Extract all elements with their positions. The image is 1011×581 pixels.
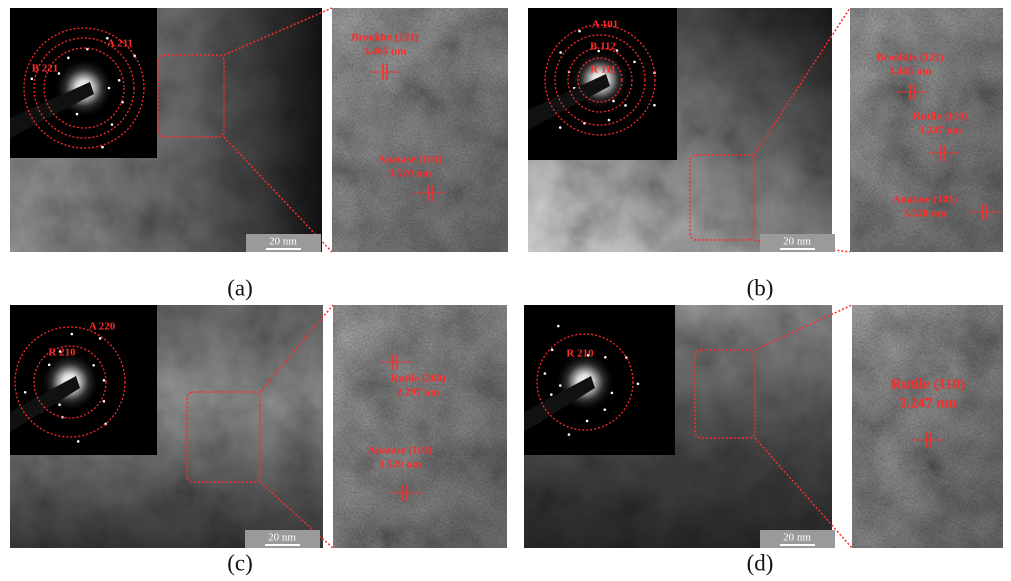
figure: A 211 B 221 Brookite (121) 3.465 nm Anatase …	[0, 0, 1011, 581]
ring-label: B 221	[32, 63, 59, 75]
panel-caption: (c)	[227, 550, 253, 575]
saed-spot	[611, 392, 614, 395]
saed-spot	[101, 146, 104, 149]
panel-caption: (d)	[747, 550, 774, 575]
saed-spot	[103, 379, 106, 382]
saed-spot	[77, 440, 80, 443]
saed-spot	[637, 382, 640, 385]
scale-bar-label: 20 nm	[269, 236, 297, 248]
saed-spot	[103, 400, 106, 403]
ring-label: R 210	[566, 348, 594, 360]
saed-spot	[108, 87, 111, 90]
ring-label: R 111	[590, 64, 616, 76]
saed-spot	[76, 113, 79, 116]
panel-caption: (a)	[227, 275, 253, 300]
saed-spot	[31, 77, 34, 80]
saed-spot	[550, 393, 553, 396]
ring-label: A 220	[89, 321, 116, 333]
ring-label: R 210	[48, 347, 76, 359]
saed-spot	[7, 373, 10, 376]
saed-spot	[99, 337, 102, 340]
d-spacing: 2.297 nm	[397, 387, 440, 399]
hrtem-fine	[852, 305, 1003, 548]
d-spacing: 3.520 nm	[389, 168, 432, 180]
saed-spot	[111, 123, 114, 126]
phase-label: Brookite (121)	[876, 52, 944, 64]
saed-spot	[624, 104, 627, 107]
saed-spot	[633, 61, 636, 64]
scale-bar-label: 20 nm	[268, 532, 296, 544]
saed-spot	[559, 126, 562, 129]
saed-spot	[559, 384, 562, 387]
ring-label: A 211	[107, 38, 133, 50]
saed-spot	[58, 403, 61, 406]
panel: R 210 Rutile (110) 3.247 nm 20 nm (d)	[524, 305, 1003, 575]
phase-label: Rutile (110)	[891, 376, 966, 392]
saed-spot	[559, 51, 562, 54]
saed-spot	[653, 104, 656, 107]
panel: A 220 R 210 Rutile (200) 2.297 nm Anatase (1…	[7, 305, 507, 575]
hrtem-fine	[332, 8, 508, 252]
saed-spot	[71, 333, 74, 336]
saed-spot	[603, 408, 606, 411]
d-spacing: 3.465 nm	[364, 46, 407, 58]
d-spacing: 3.520 nm	[904, 208, 947, 220]
saed-spot	[612, 100, 615, 103]
saed-spot	[604, 356, 607, 359]
panel-caption: (b)	[747, 275, 774, 300]
panel: A 211 B 221 Brookite (121) 3.465 nm Anatase …	[10, 8, 508, 300]
phase-label: Rutile (110)	[913, 111, 968, 123]
saed-spot	[48, 363, 51, 366]
ring-label: A 101	[592, 19, 619, 31]
phase-label: Brookite (121)	[351, 32, 419, 44]
d-spacing: 3.465 nm	[889, 66, 932, 78]
saed-spot	[92, 364, 95, 367]
panel: A 101 B 112 R 111 Brookite (121) 3.465 nm Rut…	[528, 8, 1003, 300]
d-spacing: 3.247 nm	[899, 395, 958, 411]
saed-spot	[557, 325, 560, 328]
phase-label: Anatase (101)	[368, 445, 433, 457]
d-spacing: 3.247 nm	[919, 125, 962, 137]
saed-spot	[616, 49, 619, 52]
phase-label: Rutile (200)	[390, 373, 446, 385]
scale-bar-label: 20 nm	[783, 236, 811, 248]
saed-spot	[608, 119, 611, 122]
hrtem-fine	[333, 305, 507, 548]
ring-label: B 112	[590, 41, 616, 53]
saed-spot	[568, 433, 571, 436]
saed-spot	[118, 79, 121, 82]
saed-spot	[586, 420, 589, 423]
saed-spot	[578, 30, 581, 33]
saed-spot	[24, 391, 27, 394]
saed-spot	[67, 57, 70, 60]
phase-label: Anatase (101)	[893, 194, 958, 206]
phase-label: Anatase (101)	[378, 154, 443, 166]
saed-spot	[544, 372, 547, 375]
scale-bar-label: 20 nm	[783, 532, 811, 544]
saed-spot	[551, 349, 554, 352]
d-spacing: 3.520 nm	[379, 459, 422, 471]
